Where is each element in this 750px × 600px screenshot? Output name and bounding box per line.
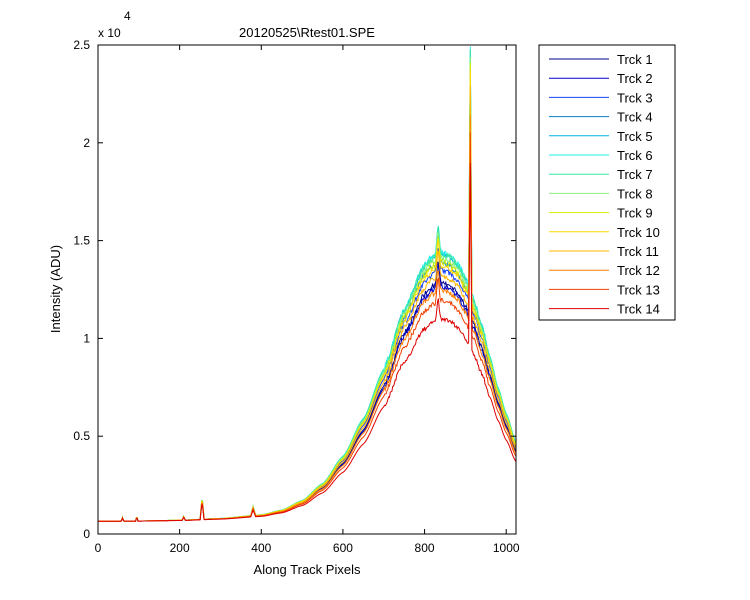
- x-tick-label: 1000: [493, 541, 520, 555]
- legend-label: Trck 3: [617, 90, 653, 105]
- x-tick-label: 600: [333, 541, 353, 555]
- chart-title: 20120525\Rtest01.SPE: [239, 25, 375, 40]
- series-layer: [98, 46, 517, 522]
- legend-label: Trck 14: [617, 302, 660, 317]
- y-exponent-power: 4: [124, 9, 131, 23]
- y-tick-label: 0: [83, 527, 90, 541]
- y-tick-label: 2.5: [73, 38, 90, 52]
- x-axis-label: Along Track Pixels: [254, 562, 361, 577]
- y-tick-label: 1: [83, 331, 90, 345]
- y-exponent-base: x 10: [98, 26, 121, 40]
- y-tick-label: 1.5: [73, 234, 90, 248]
- series-line: [98, 163, 517, 522]
- x-axis: 0 200 400 600 800 1000: [95, 45, 520, 555]
- y-axis-label: Intensity (ADU): [48, 245, 63, 333]
- x-tick-label: 800: [415, 541, 435, 555]
- x-tick-label: 200: [170, 541, 190, 555]
- y-tick-label: 2: [83, 136, 90, 150]
- legend-label: Trck 9: [617, 206, 653, 221]
- legend: Trck 1 Trck 2 Trck 3 Trck 4 Trck 5 Trck 6 Trck…: [538, 44, 676, 321]
- legend-label: Trck 6: [617, 148, 653, 163]
- legend-label: Trck 7: [617, 167, 653, 182]
- x-tick-label: 400: [251, 541, 271, 555]
- y-axis: 0 0.5 1 1.5 2 2.5: [73, 38, 516, 541]
- plot-frame: [97, 44, 517, 535]
- legend-label: Trck 1: [617, 52, 653, 67]
- legend-label: Trck 4: [617, 110, 653, 125]
- legend-label: Trck 10: [617, 225, 660, 240]
- y-tick-label: 0.5: [73, 429, 90, 443]
- legend-label: Trck 12: [617, 263, 660, 278]
- legend-box: [538, 44, 676, 321]
- legend-label: Trck 5: [617, 129, 653, 144]
- legend-label: Trck 11: [617, 244, 659, 259]
- legend-items: Trck 1 Trck 2 Trck 3 Trck 4 Trck 5 Trck 6 Trck…: [549, 52, 660, 317]
- legend-label: Trck 13: [617, 282, 660, 297]
- legend-label: Trck 8: [617, 186, 653, 201]
- legend-label: Trck 2: [617, 71, 653, 86]
- x-tick-label: 0: [95, 541, 102, 555]
